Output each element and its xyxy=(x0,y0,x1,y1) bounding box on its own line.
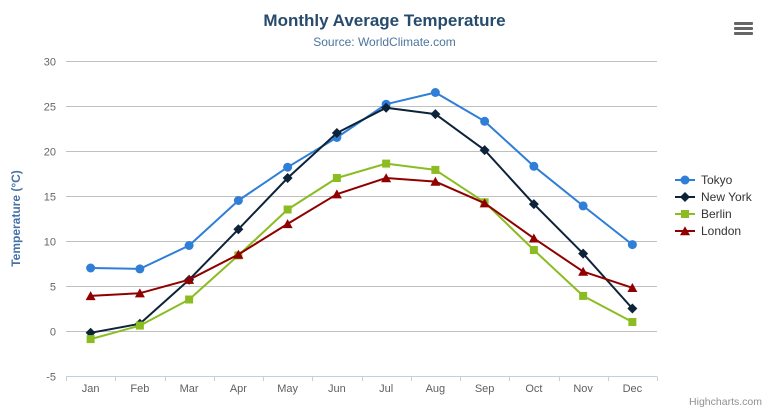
x-axis-tick-label: Apr xyxy=(230,383,247,395)
data-point-london-nov xyxy=(578,266,589,276)
tokyo-legend-symbol xyxy=(680,175,690,184)
legend-label-london: London xyxy=(701,223,742,238)
data-point-london-jun xyxy=(331,189,342,199)
x-axis-tick-label: Sep xyxy=(475,383,495,395)
data-point-berlin-jun xyxy=(332,174,341,182)
legend-item-new-york[interactable]: New York xyxy=(674,188,752,205)
series-tokyo[interactable] xyxy=(86,88,637,274)
x-axis-tick-label: Aug xyxy=(426,383,446,395)
x-axis-tick-label: Jun xyxy=(328,383,346,395)
x-axis-tick-label: May xyxy=(277,383,298,395)
hamburger-icon xyxy=(734,27,753,30)
data-point-london-jan xyxy=(85,291,96,301)
data-point-tokyo-mar xyxy=(184,241,194,250)
data-point-tokyo-nov xyxy=(578,201,588,211)
x-axis-tick-label: Jan xyxy=(82,383,100,395)
data-point-tokyo-aug xyxy=(430,88,440,97)
data-point-berlin-aug xyxy=(431,165,440,174)
london-series-marker-icon xyxy=(675,225,695,235)
data-point-london-dec xyxy=(627,283,638,292)
x-axis-tick-label: Feb xyxy=(130,383,149,395)
data-point-tokyo-jan xyxy=(86,263,96,273)
y-axis-tick-label: 10 xyxy=(44,237,56,249)
y-axis-tick-label: 5 xyxy=(50,282,56,294)
data-point-berlin-oct xyxy=(529,246,538,254)
data-point-berlin-may xyxy=(283,205,292,214)
y-axis-title: Temperature (°C) xyxy=(9,170,23,267)
data-point-berlin-jul xyxy=(382,159,391,168)
series-line-london xyxy=(89,177,634,297)
data-point-new-york-may xyxy=(282,173,293,183)
tokyo-series-marker-icon xyxy=(675,175,695,184)
x-axis-tick-label: Jul xyxy=(379,383,393,395)
chart-subtitle: Source: WorldClimate.com xyxy=(313,35,456,49)
chart-title: Monthly Average Temperature xyxy=(263,11,506,30)
data-point-tokyo-may xyxy=(283,162,293,172)
legend-label-berlin: Berlin xyxy=(701,206,732,221)
data-point-london-jul xyxy=(381,173,392,183)
data-point-new-york-aug xyxy=(430,109,441,120)
data-point-tokyo-apr xyxy=(233,196,243,205)
data-point-tokyo-oct xyxy=(529,161,539,171)
data-point-new-york-oct xyxy=(528,199,539,210)
series-line-new-york xyxy=(89,106,634,334)
series-london[interactable] xyxy=(85,173,638,301)
y-axis-tick-label: 30 xyxy=(44,57,56,69)
legend-item-tokyo[interactable]: Tokyo xyxy=(674,171,752,188)
data-point-london-feb xyxy=(134,288,145,298)
data-point-tokyo-feb xyxy=(135,264,145,274)
berlin-series-marker-icon xyxy=(675,209,695,218)
series-new-york[interactable] xyxy=(85,102,638,338)
legend-item-berlin[interactable]: Berlin xyxy=(674,205,752,222)
legend: Tokyo New York Berlin London xyxy=(674,171,752,239)
data-point-tokyo-dec xyxy=(627,240,637,250)
series-line-berlin xyxy=(89,162,634,341)
data-point-london-mar xyxy=(184,274,195,284)
data-point-berlin-mar xyxy=(185,295,194,304)
data-point-new-york-jul xyxy=(381,102,392,113)
legend-label-new-york: New York xyxy=(701,189,752,204)
x-axis-tick-label: Dec xyxy=(623,383,643,395)
x-axis-tick-label: Mar xyxy=(180,383,199,395)
berlin-legend-symbol xyxy=(681,209,689,218)
data-point-london-oct xyxy=(528,233,539,243)
legend-label-tokyo: Tokyo xyxy=(701,172,733,187)
data-point-new-york-sep xyxy=(479,145,490,156)
y-axis-tick-label: -5 xyxy=(46,372,56,384)
data-point-london-apr xyxy=(233,249,244,259)
y-axis-tick-label: 0 xyxy=(50,327,56,339)
data-point-new-york-nov xyxy=(578,248,589,259)
x-axis-tick-label: Oct xyxy=(525,383,542,395)
data-point-tokyo-sep xyxy=(480,116,490,126)
series-line-tokyo xyxy=(89,91,634,270)
data-point-new-york-apr xyxy=(233,224,244,235)
data-point-new-york-jun xyxy=(331,128,342,138)
data-point-london-may xyxy=(282,219,293,229)
data-point-berlin-nov xyxy=(579,291,588,300)
new-york-legend-symbol xyxy=(680,191,690,202)
london-legend-symbol xyxy=(680,225,690,235)
legend-item-london[interactable]: London xyxy=(674,222,752,239)
y-axis-tick-label: 15 xyxy=(44,192,56,204)
new-york-series-marker-icon xyxy=(675,191,695,202)
hamburger-icon xyxy=(734,32,753,35)
export-menu-button[interactable] xyxy=(734,21,753,36)
data-point-berlin-jan xyxy=(86,335,95,344)
highcharts-credit-link[interactable]: Highcharts.com xyxy=(689,396,762,408)
data-point-berlin-dec xyxy=(628,318,637,326)
data-point-berlin-feb xyxy=(135,321,144,330)
hamburger-icon xyxy=(734,22,753,25)
data-point-new-york-dec xyxy=(627,303,638,314)
y-axis-tick-label: 25 xyxy=(44,102,56,114)
data-point-london-aug xyxy=(430,176,441,186)
y-axis-tick-label: 20 xyxy=(44,147,56,159)
x-axis-tick-label: Nov xyxy=(573,383,593,395)
data-point-london-sep xyxy=(479,198,490,208)
